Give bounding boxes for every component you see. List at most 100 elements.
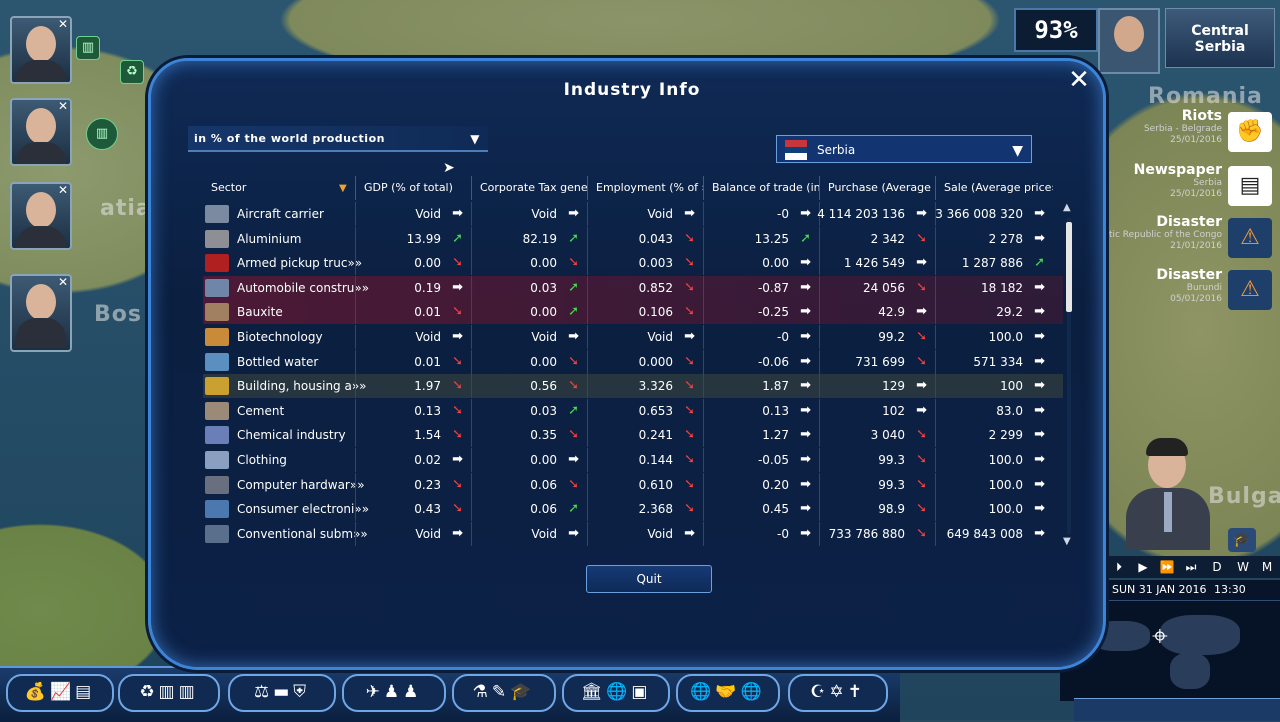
disaster-icon[interactable]: ⚠ (1228, 218, 1272, 258)
skip-icon[interactable]: ⏭ (1185, 560, 1197, 574)
news-location: Burundi (1186, 283, 1222, 293)
disaster-icon[interactable]: ⚠ (1228, 270, 1272, 310)
cell-value: 0.01 (414, 354, 441, 369)
table-row[interactable]: Cement 0.13 ➘ 0.03 ➚ 0.653 ➘ 0.13 ➡ 102 ➡ 83.0 ➡ (203, 398, 1063, 423)
diplomacy-button-group[interactable]: 🌐🤝🌐 (676, 674, 780, 712)
justice-military-button-group[interactable]: ⚖▬⛨ (228, 674, 336, 712)
table-row[interactable]: Consumer electroni»» 0.43 ➘ 0.06 ➚ 2.368 ➘ 0.45… (203, 497, 1063, 522)
cell-value: 83.0 (996, 403, 1023, 418)
population-button-group[interactable]: ✈♟♟ (342, 674, 446, 712)
column-header[interactable]: GDP (% of total) (355, 176, 471, 200)
column-header[interactable]: Sale (Average price»» (935, 176, 1053, 200)
cell-value: 0.06 (530, 477, 557, 492)
newspaper-icon[interactable]: ▤ (1228, 166, 1272, 206)
scroll-up-icon[interactable]: ▲ (1063, 202, 1071, 213)
mouse-cursor-icon: ➤ (443, 160, 455, 176)
table-row[interactable]: Computer hardwar»» 0.23 ➘ 0.06 ➘ 0.610 ➘ 0.20 ➡ 9… (203, 472, 1063, 497)
table-row[interactable]: Armed pickup truc»» 0.00 ➘ 0.00 ➘ 0.003 ➘ 0.00 ➡… (203, 251, 1063, 276)
table-row[interactable]: Conventional subm»» Void ➡ Void ➡ Void ➡ -0 ➡ 733… (203, 521, 1063, 546)
news-item[interactable]: Disaster Democratic Republic of the Cong… (1068, 214, 1222, 252)
value-cell: 18 182 ➡ (935, 275, 1053, 300)
minister-portrait-2[interactable]: ✕ (10, 98, 72, 166)
graduation-cap-icon[interactable]: 🎓 (1228, 528, 1256, 552)
measure-select[interactable]: in % of the world production ▼ (188, 126, 488, 152)
trend-down-arrow-icon: ➘ (452, 476, 463, 492)
trend-flat-arrow-icon: ➡ (1034, 329, 1045, 344)
column-header-sector[interactable]: Sector (211, 181, 247, 194)
computer-icon (205, 475, 229, 494)
column-header[interactable]: Corporate Tax generat» (471, 176, 587, 200)
sort-desc-icon[interactable]: ▼ (339, 183, 347, 194)
close-icon[interactable]: ✕ (57, 183, 68, 197)
close-icon[interactable]: ✕ (57, 275, 68, 289)
table-row[interactable]: Clothing 0.02 ➡ 0.00 ➡ 0.144 ➘ -0.05 ➡ 99.3 ➘ 100.0… (203, 448, 1063, 472)
trend-flat-arrow-icon: ➡ (800, 378, 811, 394)
cell-value: 99.2 (878, 330, 905, 344)
value-cell: 100 ➡ (935, 374, 1053, 399)
trend-flat-arrow-icon: ➡ (568, 329, 579, 344)
value-cell: 102 ➡ (819, 398, 935, 423)
economy-button-group[interactable]: 💰📈▤ (6, 674, 114, 712)
news-item[interactable]: Disaster Burundi 05/01/2016 (1156, 267, 1222, 305)
quit-button[interactable]: Quit (586, 565, 712, 593)
minister-portrait-3[interactable]: ✕ (10, 182, 72, 250)
column-header[interactable]: Balance of trade (in»» (703, 176, 819, 200)
table-row[interactable]: Automobile constru»» 0.19 ➡ 0.03 ➚ 0.852 ➘ -0.8… (203, 275, 1063, 300)
speed-month[interactable]: M (1261, 560, 1273, 574)
column-header[interactable]: Purchase (Average »» (819, 176, 935, 200)
table-row[interactable]: Chemical industry 1.54 ➘ 0.35 ➘ 0.241 ➘ 1.27 ➡ 3 … (203, 423, 1063, 448)
scroll-down-icon[interactable]: ▼ (1063, 536, 1071, 547)
advisor-portrait[interactable] (1118, 432, 1218, 550)
cell-value: -0 (777, 207, 789, 221)
table-row[interactable]: Bottled water 0.01 ➘ 0.00 ➘ 0.000 ➘ -0.06 ➡ 731 6… (203, 349, 1063, 374)
value-cell: 3.326 ➘ (587, 374, 703, 399)
minister-portrait-1[interactable]: ✕ (10, 16, 72, 84)
column-header[interactable]: Employment (% of »» (587, 176, 703, 200)
trend-down-arrow-icon: ➘ (452, 501, 463, 517)
science-button-group[interactable]: ⚗✎🎓 (452, 674, 556, 712)
speed-day[interactable]: D (1212, 560, 1222, 574)
table-scrollbar[interactable]: ▲ ▼ (1063, 202, 1074, 547)
riot-fist-icon[interactable]: ✊ (1228, 112, 1272, 152)
scroll-thumb[interactable] (1066, 222, 1072, 312)
recycle-icon[interactable]: ♻ (120, 60, 144, 84)
government-button-group[interactable]: 🏛🌐▣ (562, 674, 670, 712)
step-icon[interactable]: ⏵ (1115, 560, 1122, 574)
play-icon[interactable]: ▶ (1138, 560, 1148, 574)
building-icon[interactable]: ▥ (76, 36, 100, 60)
news-title: Newspaper (1133, 162, 1222, 178)
industry-button-group[interactable]: ♻▥▥ (118, 674, 220, 712)
value-cell: 0.144 ➘ (587, 448, 703, 472)
cell-value: Void (647, 207, 673, 221)
close-icon[interactable]: ✕ (57, 99, 68, 113)
fast-forward-icon[interactable]: ⏩ (1159, 560, 1175, 574)
table-row[interactable]: Aluminium 13.99 ➚ 82.19 ➚ 0.043 ➘ 13.25 ➚ 2 342 ➘ 2… (203, 226, 1063, 251)
table-row[interactable]: Building, housing a»» 1.97 ➘ 0.56 ➘ 3.326 ➘ 1.8… (203, 374, 1063, 399)
speed-week[interactable]: W (1237, 560, 1249, 574)
news-item[interactable]: Newspaper Serbia 25/01/2016 (1134, 162, 1222, 200)
table-row[interactable]: Aircraft carrier Void ➡ Void ➡ Void ➡ -0 ➡ 4 114 … (203, 202, 1063, 226)
cell-value: 100.0 (988, 453, 1023, 467)
map-layer-toolbar[interactable] (1074, 698, 1280, 721)
close-button[interactable]: ✕ (1066, 67, 1092, 94)
leader-portrait[interactable] (1098, 8, 1160, 74)
close-icon[interactable]: ✕ (57, 17, 68, 31)
trend-flat-arrow-icon: ➡ (800, 255, 811, 271)
region-badge[interactable]: Central Serbia (1165, 8, 1275, 68)
religion-button-group[interactable]: ☪✡✝ (788, 674, 888, 712)
value-cell: Void ➡ (355, 325, 471, 349)
cell-value: 1.27 (762, 428, 789, 443)
cell-value: Void (531, 330, 557, 344)
trend-flat-arrow-icon: ➡ (1034, 304, 1045, 320)
news-item[interactable]: Riots Serbia - Belgrade 25/01/2016 (1144, 108, 1222, 146)
value-cell: 0.106 ➘ (587, 300, 703, 325)
factory-icon[interactable]: ▥ (86, 118, 118, 150)
country-select[interactable]: Serbia ▼ (776, 135, 1032, 163)
trend-flat-arrow-icon: ➡ (800, 427, 811, 443)
sector-cell: Consumer electroni»» (203, 497, 369, 521)
table-row[interactable]: Bauxite 0.01 ➘ 0.00 ➚ 0.106 ➘ -0.25 ➡ 42.9 ➡ 29.2 ➡ (203, 300, 1063, 325)
minister-portrait-4[interactable]: ✕ (10, 274, 72, 352)
cell-value: -0.87 (757, 280, 789, 295)
table-row[interactable]: Biotechnology Void ➡ Void ➡ Void ➡ -0 ➡ 99.2 ➘ 100.… (203, 325, 1063, 349)
sector-name: Aluminium (237, 231, 302, 246)
